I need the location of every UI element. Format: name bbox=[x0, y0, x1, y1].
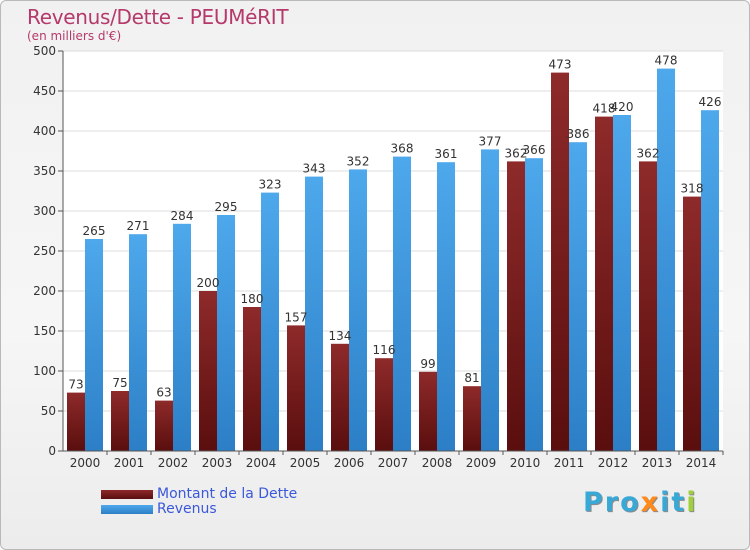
bar-revenus bbox=[349, 169, 367, 451]
legend-label-dette: Montant de la Dette bbox=[157, 486, 298, 502]
x-tick-label: 2012 bbox=[598, 456, 629, 470]
x-tick-label: 2011 bbox=[554, 456, 585, 470]
value-label-dette: 318 bbox=[681, 182, 704, 196]
y-tick-label: 450 bbox=[33, 84, 56, 98]
x-tick-label: 2004 bbox=[246, 456, 277, 470]
value-label-revenus: 271 bbox=[127, 219, 150, 233]
chart-subtitle: (en milliers d'€) bbox=[27, 29, 122, 43]
bar-dette bbox=[287, 325, 305, 451]
proxiti-logo: Proxiti bbox=[583, 487, 698, 518]
value-label-dette: 418 bbox=[593, 102, 616, 116]
bar-dette bbox=[67, 392, 85, 451]
bar-revenus bbox=[657, 68, 675, 451]
bar-dette bbox=[419, 371, 437, 451]
bar-dette bbox=[375, 358, 393, 451]
axes: 0 50 100 150 200 250 300 350 400 450 500 2000 2001 20… bbox=[33, 44, 724, 470]
value-label-dette: 116 bbox=[373, 343, 396, 357]
x-tick-label: 2000 bbox=[70, 456, 101, 470]
y-tick-label: 250 bbox=[33, 244, 56, 258]
bar-revenus bbox=[569, 142, 587, 451]
bar-revenus bbox=[613, 115, 631, 451]
chart-title: Revenus/Dette - PEUMéRIT bbox=[27, 5, 289, 29]
value-label-dette: 180 bbox=[241, 292, 264, 306]
bar-revenus bbox=[437, 162, 455, 451]
y-tick-label: 0 bbox=[48, 444, 56, 458]
value-label-revenus: 265 bbox=[83, 224, 106, 238]
x-tick-label: 2010 bbox=[510, 456, 541, 470]
bar-revenus bbox=[217, 215, 235, 451]
bar-revenus bbox=[701, 110, 719, 451]
bar-revenus bbox=[261, 192, 279, 451]
value-label-dette: 473 bbox=[549, 58, 572, 72]
value-label-dette: 134 bbox=[329, 329, 352, 343]
bar-revenus bbox=[173, 223, 191, 451]
bar-dette bbox=[683, 196, 701, 451]
legend-swatch-revenus bbox=[101, 505, 153, 514]
value-label-revenus: 323 bbox=[259, 178, 282, 192]
bar-revenus bbox=[525, 158, 543, 451]
bar-revenus bbox=[305, 176, 323, 451]
legend-label-revenus: Revenus bbox=[157, 501, 217, 517]
y-tick-label: 500 bbox=[33, 44, 56, 58]
value-label-dette: 99 bbox=[420, 357, 435, 371]
bar-revenus bbox=[393, 156, 411, 451]
value-labels: 73 265 75 271 63 284 200 295 180 323 157 343 134 352 1… bbox=[68, 54, 721, 400]
value-label-dette: 362 bbox=[505, 146, 528, 160]
x-tick-label: 2009 bbox=[466, 456, 497, 470]
bar-dette bbox=[331, 343, 349, 451]
y-tick-label: 400 bbox=[33, 124, 56, 138]
bar-dette bbox=[551, 72, 569, 451]
value-label-revenus: 386 bbox=[567, 127, 590, 141]
value-label-revenus: 377 bbox=[479, 134, 502, 148]
x-tick-label: 2008 bbox=[422, 456, 453, 470]
value-label-dette: 75 bbox=[112, 376, 127, 390]
y-tick-label: 300 bbox=[33, 204, 56, 218]
legend-swatch-dette bbox=[101, 490, 153, 499]
y-tick-label: 150 bbox=[33, 324, 56, 338]
bar-dette bbox=[111, 391, 129, 451]
bar-dette bbox=[463, 386, 481, 451]
value-label-dette: 157 bbox=[285, 310, 308, 324]
bar-revenus bbox=[481, 149, 499, 451]
value-label-revenus: 426 bbox=[699, 95, 722, 109]
value-label-dette: 362 bbox=[637, 146, 660, 160]
value-label-revenus: 478 bbox=[655, 54, 678, 68]
y-tick-label: 350 bbox=[33, 164, 56, 178]
x-tick-label: 2007 bbox=[378, 456, 409, 470]
x-tick-label: 2001 bbox=[114, 456, 145, 470]
bar-revenus bbox=[85, 239, 103, 451]
bar-dette bbox=[595, 116, 613, 451]
value-label-dette: 81 bbox=[464, 371, 479, 385]
x-tick-label: 2014 bbox=[686, 456, 717, 470]
y-tick-label: 200 bbox=[33, 284, 56, 298]
x-tick-label: 2002 bbox=[158, 456, 189, 470]
x-tick-label: 2005 bbox=[290, 456, 321, 470]
bars bbox=[67, 68, 719, 451]
value-label-revenus: 352 bbox=[347, 154, 370, 168]
y-tick-label: 50 bbox=[41, 404, 56, 418]
value-label-dette: 63 bbox=[156, 386, 171, 400]
value-label-revenus: 284 bbox=[171, 209, 194, 223]
y-tick-label: 100 bbox=[33, 364, 56, 378]
bar-dette bbox=[155, 400, 173, 451]
bar-dette bbox=[639, 161, 657, 451]
value-label-dette: 73 bbox=[68, 378, 83, 392]
value-label-revenus: 361 bbox=[435, 147, 458, 161]
value-label-dette: 200 bbox=[197, 276, 220, 290]
x-tick-label: 2013 bbox=[642, 456, 673, 470]
bar-dette bbox=[199, 291, 217, 451]
value-label-revenus: 368 bbox=[391, 142, 414, 156]
value-label-revenus: 420 bbox=[611, 100, 634, 114]
x-tick-label: 2003 bbox=[202, 456, 233, 470]
bar-dette bbox=[243, 307, 261, 451]
x-tick-label: 2006 bbox=[334, 456, 365, 470]
value-label-revenus: 366 bbox=[523, 143, 546, 157]
bar-dette bbox=[507, 161, 525, 451]
value-label-revenus: 343 bbox=[303, 162, 326, 176]
value-label-revenus: 295 bbox=[215, 200, 238, 214]
bar-revenus bbox=[129, 234, 147, 451]
